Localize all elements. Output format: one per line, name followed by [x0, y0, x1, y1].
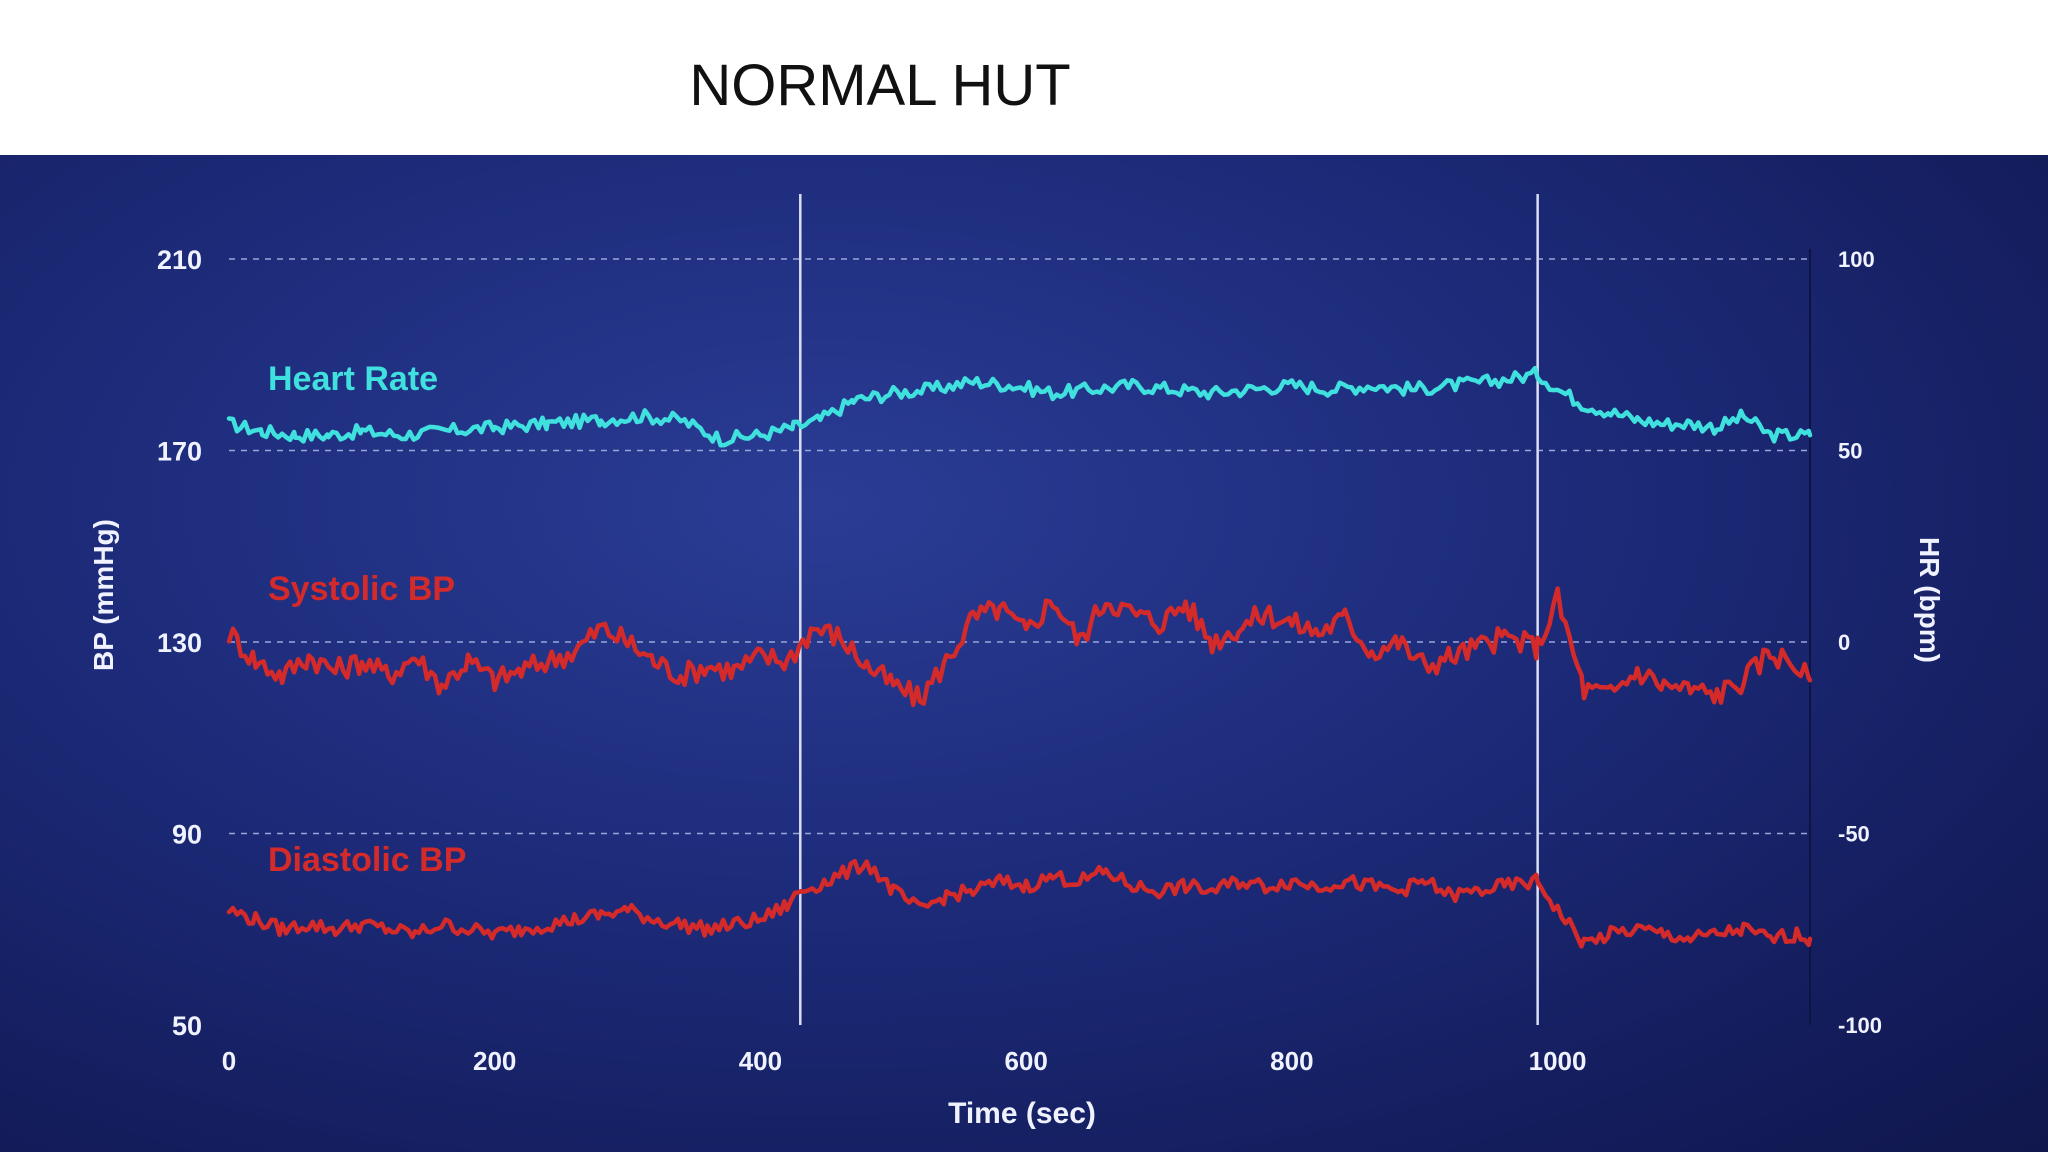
y-right-tick-label: 0 — [1838, 630, 1850, 655]
y-left-tick-label: 210 — [157, 245, 202, 275]
x-tick-label: 0 — [222, 1046, 236, 1076]
y-right-tick-labels: -100 -50 0 50 100 — [1838, 247, 1882, 1038]
x-tick-label: 400 — [739, 1046, 782, 1076]
series-label-heart-rate: Heart Rate — [268, 360, 438, 398]
slide-title: NORMAL HUT — [689, 53, 1071, 118]
series-line-heart-rate — [226, 365, 1813, 448]
x-tick-labels: 0 200 400 600 800 1000 — [222, 1046, 1587, 1076]
y-right-tick-label: -50 — [1838, 822, 1870, 847]
x-tick-label: 200 — [473, 1046, 516, 1076]
series-label-diastolic-bp: Diastolic BP — [268, 841, 466, 879]
series-labels: Heart Rate Systolic BP Diastolic BP — [268, 360, 466, 879]
series-line-diastolic-bp — [226, 858, 1813, 949]
y-left-tick-label: 90 — [172, 820, 202, 850]
y-right-tick-label: 100 — [1838, 247, 1875, 272]
x-axis-label: Time (sec) — [948, 1097, 1096, 1130]
y-right-tick-label: 50 — [1838, 439, 1862, 464]
y-axis-right-label: HR (bpm) — [1914, 537, 1945, 663]
chart-panel: 0 200 400 600 800 1000 50 90 130 170 210 -100 -50 0… — [0, 155, 2048, 1152]
y-left-tick-label: 50 — [172, 1011, 202, 1041]
y-left-tick-labels: 50 90 130 170 210 — [157, 245, 202, 1041]
y-right-tick-label: -100 — [1838, 1013, 1882, 1038]
x-tick-label: 1000 — [1529, 1046, 1587, 1076]
gridlines — [229, 249, 1811, 1025]
series-line-systolic-bp — [226, 586, 1813, 708]
series-label-systolic-bp: Systolic BP — [268, 570, 455, 608]
vertical-markers — [799, 194, 1539, 1025]
series-lines — [226, 365, 1813, 949]
x-tick-label: 800 — [1270, 1046, 1313, 1076]
x-tick-label: 600 — [1004, 1046, 1047, 1076]
y-left-tick-label: 170 — [157, 437, 202, 467]
y-left-tick-label: 130 — [157, 628, 202, 658]
y-axis-left-label: BP (mmHg) — [88, 519, 119, 671]
